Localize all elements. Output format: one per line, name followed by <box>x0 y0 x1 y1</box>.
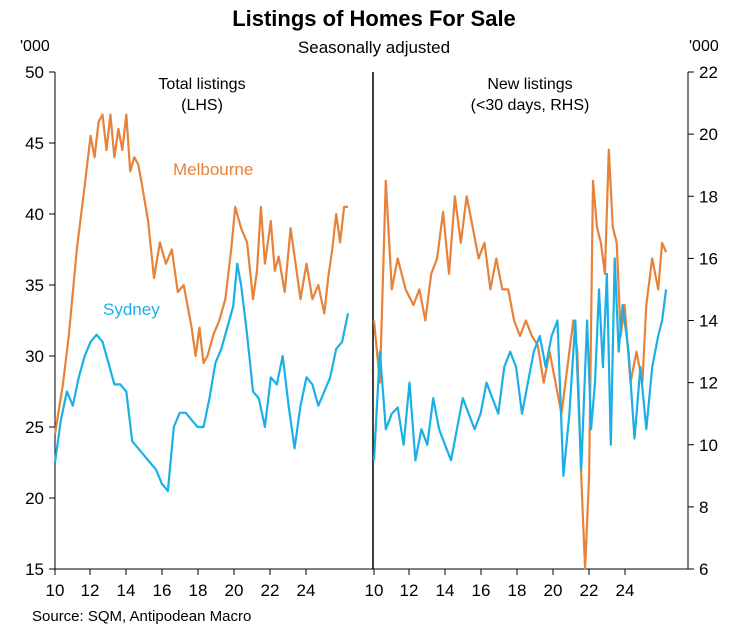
series-line-melbourne-total <box>53 113 348 435</box>
series-line-melbourne-new <box>372 148 668 571</box>
x-tick-label: 22 <box>261 581 280 600</box>
x-tick-label: 14 <box>117 581 136 600</box>
left-axis-unit: '000 <box>20 38 50 55</box>
x-tick-label: 24 <box>297 581 316 600</box>
sydney-series-label: Sydney <box>103 300 160 319</box>
y-tick-label: 20 <box>25 489 44 508</box>
y-tick-label: 8 <box>699 498 708 517</box>
right-axis-unit: '000 <box>689 38 719 55</box>
chart-title: Listings of Homes For Sale <box>232 6 516 31</box>
y-tick-label: 15 <box>25 560 44 579</box>
y-tick-label: 18 <box>699 187 718 206</box>
x-tick-label: 18 <box>189 581 208 600</box>
x-tick-label: 10 <box>46 581 65 600</box>
melbourne-series-label: Melbourne <box>173 160 254 179</box>
y-tick-label: 6 <box>699 560 708 579</box>
y-tick-label: 45 <box>25 134 44 153</box>
y-tick-label: 16 <box>699 249 718 268</box>
x-tick-label: 12 <box>400 581 419 600</box>
x-tick-label: 20 <box>225 581 244 600</box>
series-line-sydney-total <box>53 262 350 492</box>
x-tick-label: 24 <box>616 581 635 600</box>
x-tick-label: 22 <box>580 581 599 600</box>
y-tick-label: 50 <box>25 63 44 82</box>
y-tick-label: 22 <box>699 63 718 82</box>
y-tick-label: 35 <box>25 276 44 295</box>
x-tick-label: 16 <box>153 581 172 600</box>
y-tick-label: 12 <box>699 374 718 393</box>
y-tick-label: 10 <box>699 436 718 455</box>
x-tick-label: 18 <box>508 581 527 600</box>
y-tick-label: 20 <box>699 125 718 144</box>
x-tick-label: 14 <box>436 581 455 600</box>
x-tick-label: 12 <box>81 581 100 600</box>
x-tick-label: 20 <box>544 581 563 600</box>
y-tick-label: 25 <box>25 418 44 437</box>
y-tick-label: 14 <box>699 312 718 331</box>
y-tick-label: 40 <box>25 205 44 224</box>
x-tick-label: 10 <box>365 581 384 600</box>
left-panel-label: Total listings (LHS) <box>158 76 246 114</box>
right-panel-label: New listings (<30 days, RHS) <box>470 76 590 114</box>
y-tick-label: 30 <box>25 347 44 366</box>
source-note: Source: SQM, Antipodean Macro <box>32 608 252 625</box>
x-tick-label: 16 <box>472 581 491 600</box>
chart-subtitle: Seasonally adjusted <box>297 38 451 57</box>
series-line-sydney-new <box>372 257 668 477</box>
